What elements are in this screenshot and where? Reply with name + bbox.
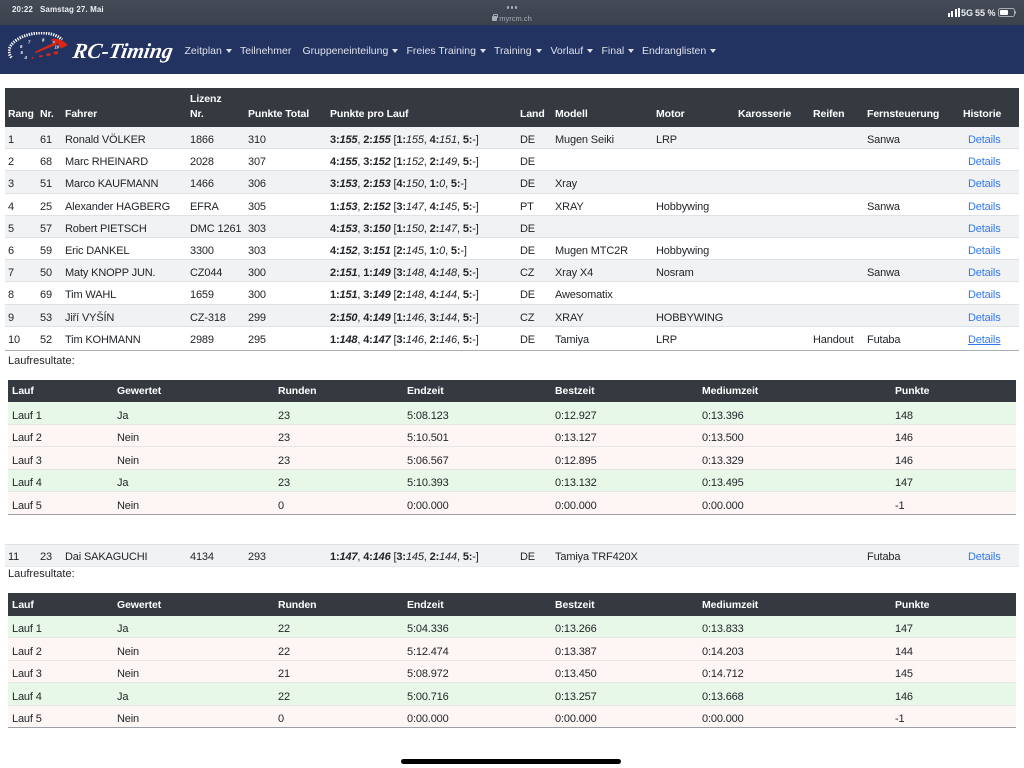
svg-text:5: 5 xyxy=(21,50,24,55)
svg-text:6: 6 xyxy=(20,44,23,49)
svg-text:9: 9 xyxy=(53,40,56,45)
svg-text:4: 4 xyxy=(24,55,28,60)
svg-text:8: 8 xyxy=(42,38,45,43)
svg-text:7: 7 xyxy=(28,40,31,45)
svg-text:10: 10 xyxy=(55,45,60,50)
